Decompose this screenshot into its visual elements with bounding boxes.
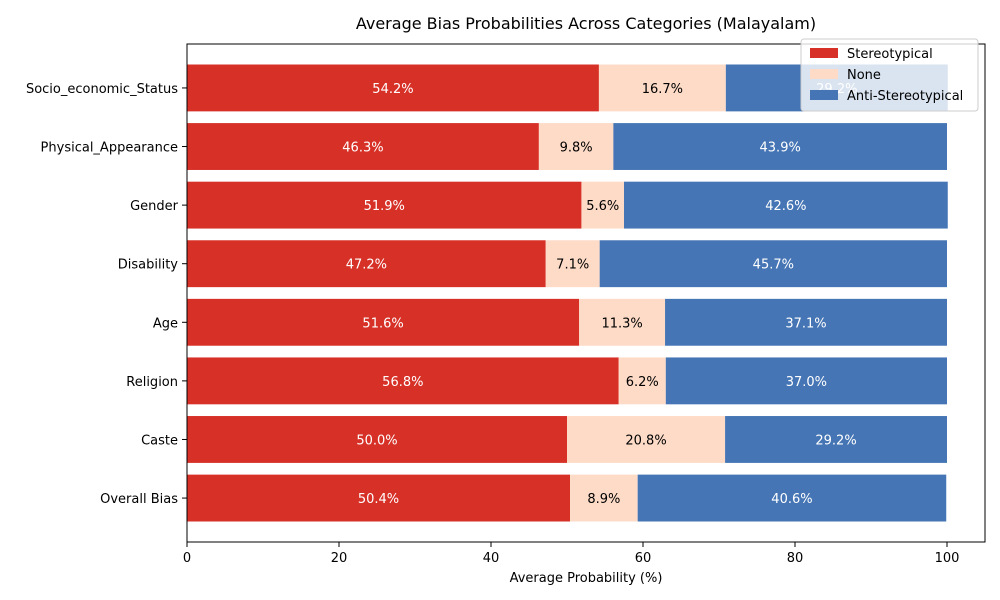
bar-segment bbox=[624, 181, 948, 229]
bar-value-label: 16.7% bbox=[642, 82, 683, 97]
y-tick-label: Overall Bias bbox=[100, 492, 178, 507]
bar-value-label: 6.2% bbox=[626, 375, 659, 390]
x-tick-label: 20 bbox=[331, 551, 348, 566]
x-tick-label: 40 bbox=[483, 551, 500, 566]
bar-segment bbox=[187, 474, 571, 522]
bar-value-label: 37.1% bbox=[785, 316, 826, 331]
legend-label: Anti-Stereotypical bbox=[847, 89, 963, 104]
bar-segment bbox=[665, 298, 947, 346]
x-axis: 0 20 40 60 80 100 bbox=[183, 542, 960, 566]
bar-segment bbox=[187, 64, 599, 112]
legend-box bbox=[800, 38, 979, 112]
bar-segment bbox=[637, 474, 947, 522]
bar-value-label: 54.2% bbox=[372, 82, 413, 97]
y-axis: Overall Bias Caste Religion Age Disability Ge… bbox=[26, 82, 187, 507]
x-tick-label: 60 bbox=[635, 551, 652, 566]
y-tick-label: Disability bbox=[118, 258, 179, 273]
bar-segment bbox=[618, 357, 666, 405]
bar-segment bbox=[538, 123, 614, 170]
bar-value-label: 43.9% bbox=[760, 141, 801, 156]
legend-label: Stereotypical bbox=[847, 47, 933, 62]
legend-swatch bbox=[810, 90, 838, 100]
y-tick-label: Socio_economic_Status bbox=[26, 82, 178, 97]
legend-label: None bbox=[847, 68, 881, 83]
bar-value-label: 11.3% bbox=[601, 316, 642, 331]
bar-segment bbox=[613, 123, 947, 170]
chart-title: Average Bias Probabilities Across Catego… bbox=[356, 14, 816, 33]
bar-segment bbox=[725, 416, 947, 463]
bar-value-label: 47.2% bbox=[346, 258, 387, 273]
bar-segment bbox=[665, 357, 947, 405]
bar-value-label: 29.2% bbox=[815, 433, 856, 448]
y-tick-label: Gender bbox=[130, 199, 179, 214]
bar-value-label: 51.6% bbox=[362, 316, 403, 331]
bar-segment bbox=[187, 240, 546, 288]
legend-swatch bbox=[810, 69, 838, 79]
bar-segment bbox=[567, 416, 726, 463]
bar-segment bbox=[570, 474, 638, 522]
bar-segment bbox=[579, 298, 666, 346]
bar-value-label: 9.8% bbox=[560, 141, 593, 156]
bar-segment bbox=[187, 416, 567, 463]
y-tick-label: Caste bbox=[141, 433, 178, 448]
bar-value-label: 8.9% bbox=[587, 492, 620, 507]
bar-value-label: 40.6% bbox=[771, 492, 812, 507]
y-tick-label: Religion bbox=[126, 375, 178, 390]
bar-value-label: 56.8% bbox=[382, 375, 423, 390]
bar-segment bbox=[599, 240, 947, 288]
y-tick-label: Physical_Appearance bbox=[41, 141, 178, 156]
bar-segment bbox=[187, 181, 582, 229]
bar-value-label: 50.4% bbox=[358, 492, 399, 507]
bar-value-label: 20.8% bbox=[625, 433, 666, 448]
bar-value-label: 42.6% bbox=[765, 199, 806, 214]
x-axis-label: Average Probability (%) bbox=[510, 571, 663, 586]
y-tick-label: Age bbox=[153, 316, 178, 331]
plot-frame bbox=[186, 43, 986, 543]
plot-area: 50.4% 8.9% 40.6% 50.0% 20.8% 29.2% 56.8% 6.2% 37… bbox=[187, 64, 948, 522]
bar-segment bbox=[187, 298, 580, 346]
bar-value-label: 50.0% bbox=[356, 433, 397, 448]
x-tick-label: 0 bbox=[183, 551, 191, 566]
legend-swatch bbox=[810, 48, 838, 58]
bar-segment bbox=[545, 240, 600, 288]
x-tick-label: 80 bbox=[787, 551, 804, 566]
bar-value-label: 5.6% bbox=[586, 199, 619, 214]
bar-value-label: 45.7% bbox=[753, 258, 794, 273]
x-tick-label: 100 bbox=[935, 551, 960, 566]
bar-value-label: 37.0% bbox=[786, 375, 827, 390]
bar-value-label: 51.9% bbox=[364, 199, 405, 214]
legend: Stereotypical None Anti-Stereotypical bbox=[800, 38, 979, 112]
bar-segment bbox=[187, 357, 619, 405]
bar-segment bbox=[598, 64, 726, 112]
bar-value-label: 7.1% bbox=[556, 258, 589, 273]
bar-value-label: 46.3% bbox=[342, 141, 383, 156]
bar-segment bbox=[581, 181, 624, 229]
bar-segment bbox=[187, 123, 539, 170]
